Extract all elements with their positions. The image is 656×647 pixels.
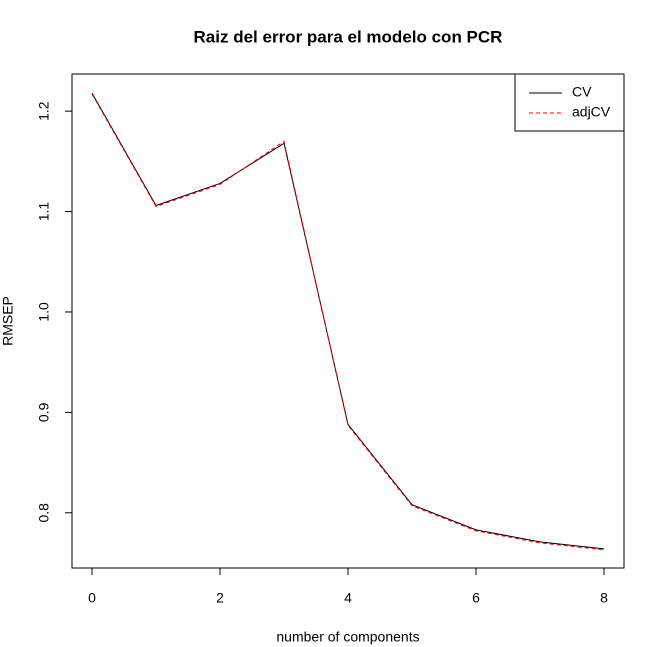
legend-label: CV	[572, 84, 592, 100]
x-tick-label: 0	[88, 590, 96, 606]
series-line	[91, 93, 605, 551]
x-tick-label: 2	[216, 590, 224, 606]
y-tick-label: 0.8	[36, 503, 52, 523]
legend-box	[514, 73, 625, 132]
series-line	[91, 92, 605, 550]
y-tick-label: 1.2	[36, 101, 52, 121]
x-axis-label: number of components	[276, 629, 419, 645]
legend-label: adjCV	[572, 104, 611, 120]
x-tick-label: 6	[472, 590, 480, 606]
plot-frame	[71, 73, 625, 569]
x-tick-label: 8	[600, 590, 608, 606]
x-tick-label: 4	[344, 590, 352, 606]
y-tick-label: 0.9	[36, 402, 52, 422]
y-tick-label: 1.1	[36, 202, 52, 222]
chart-title: Raiz del error para el modelo con PCR	[194, 27, 503, 46]
y-tick-label: 1.0	[36, 302, 52, 322]
y-axis-label: RMSEP	[0, 296, 16, 346]
